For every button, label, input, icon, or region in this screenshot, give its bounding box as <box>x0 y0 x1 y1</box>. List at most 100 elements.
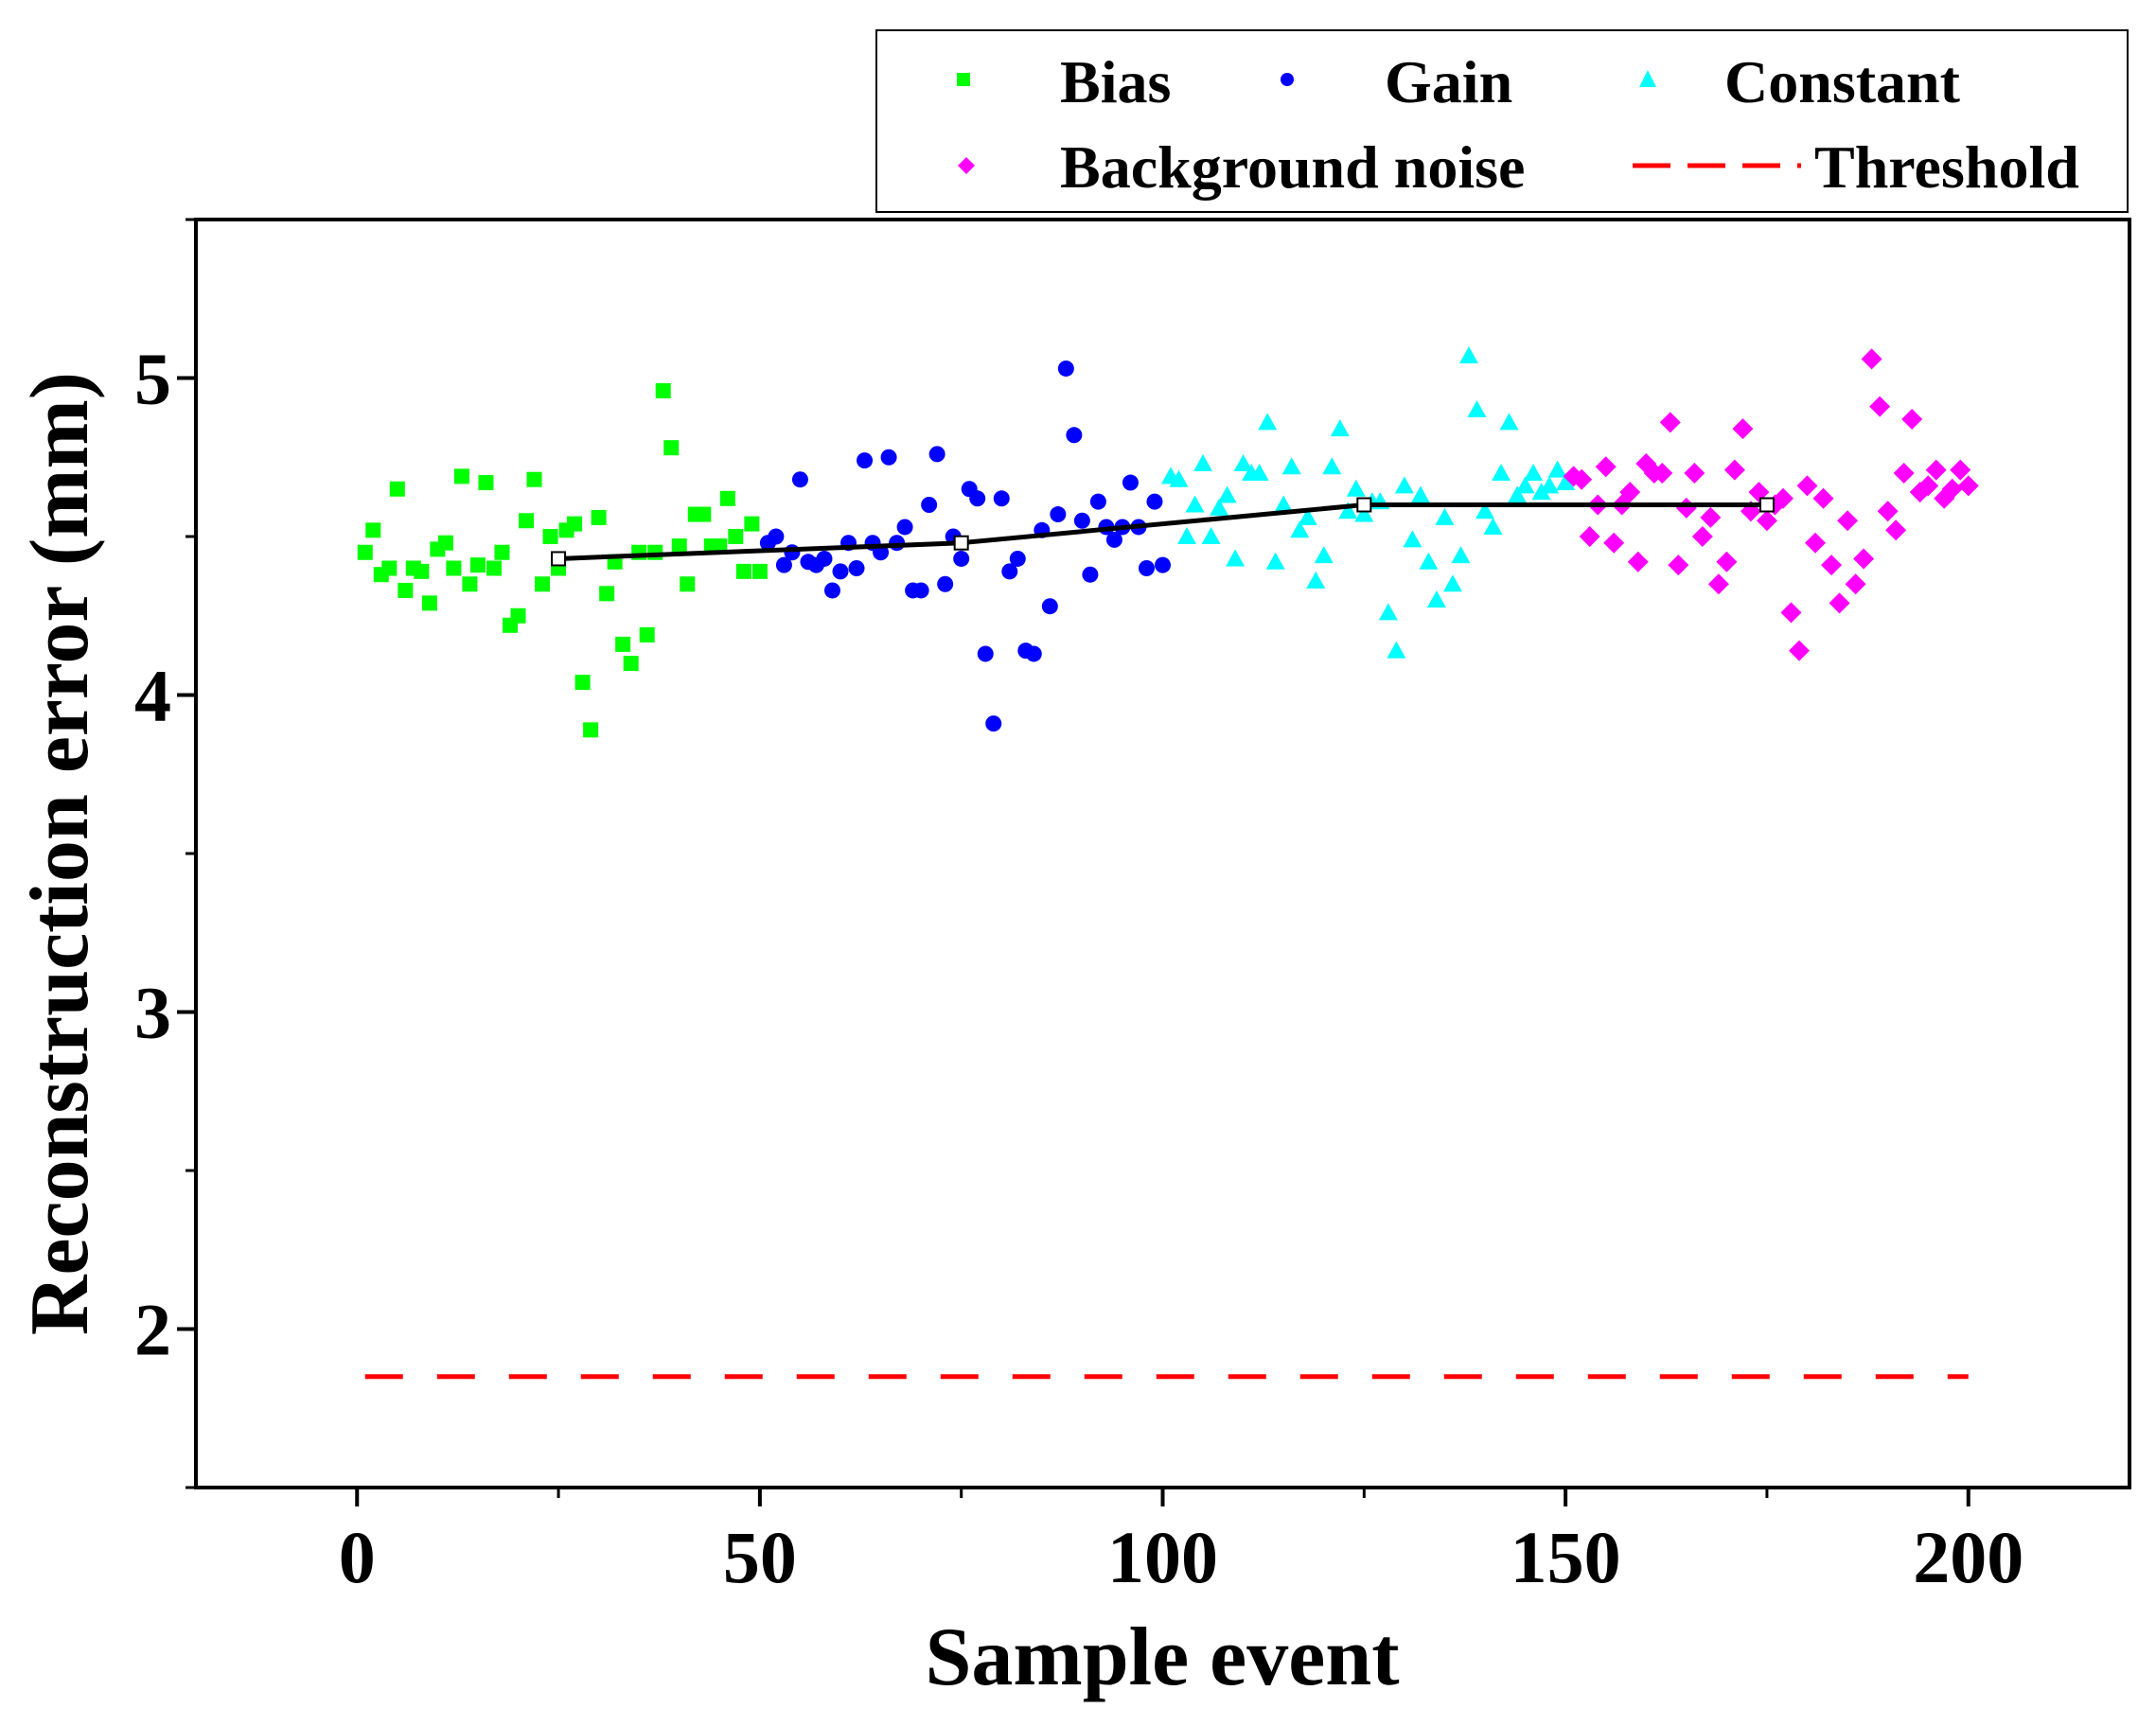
background-noise-point <box>1885 520 1907 541</box>
legend: Bias Gain Constant Background noise Thre… <box>875 29 2129 213</box>
gain-point <box>816 550 833 567</box>
x-tick-label: 150 <box>1511 1516 1621 1598</box>
gain-point <box>1001 563 1018 580</box>
constant-point <box>1378 603 1398 621</box>
bias-point <box>365 522 381 538</box>
bias-point <box>591 509 607 525</box>
gain-point <box>1066 427 1083 444</box>
background-noise-point <box>1668 555 1689 576</box>
constant-point <box>1274 495 1294 513</box>
background-noise-point <box>1788 640 1810 661</box>
constant-point <box>1346 479 1366 497</box>
constant-point <box>1354 504 1374 522</box>
mean-trend <box>551 497 1775 567</box>
bias-point <box>680 576 696 592</box>
constant-point <box>1338 502 1358 520</box>
gain-point <box>823 582 840 599</box>
bias-point <box>751 563 768 579</box>
bias-point <box>510 608 526 624</box>
background-noise-point <box>1756 510 1777 532</box>
legend-marker-background-noise <box>958 157 975 174</box>
constant-point <box>1435 507 1455 525</box>
legend-label-threshold: Threshold <box>1814 133 2079 201</box>
bias-point <box>357 544 373 560</box>
constant-point <box>1476 502 1494 520</box>
bias-point <box>655 382 671 398</box>
constant-point <box>1169 469 1189 487</box>
constant-point <box>1306 571 1326 589</box>
constant-point <box>1451 546 1471 564</box>
gain-point <box>1089 493 1106 510</box>
gain-point <box>969 490 986 507</box>
gain-point <box>1050 506 1067 523</box>
bias-point <box>398 582 414 598</box>
gain-point <box>1138 560 1155 576</box>
gain-point <box>1025 645 1042 662</box>
bias-point <box>583 722 599 738</box>
bias-point <box>671 538 687 555</box>
bias-point <box>663 440 680 456</box>
background-noise-point <box>1571 468 1593 490</box>
gain-point <box>977 645 994 662</box>
constant-point <box>1467 400 1487 417</box>
gain-point <box>1122 474 1139 491</box>
constant-point <box>1249 464 1269 481</box>
background-noise-point <box>1845 573 1866 595</box>
x-tick-label: 100 <box>1107 1516 1218 1598</box>
mean-point <box>1758 497 1775 513</box>
bias-point <box>526 471 542 487</box>
y-tick-label: 3 <box>134 972 171 1054</box>
mean-point <box>551 551 567 567</box>
bias-point <box>421 595 437 611</box>
bias-point <box>599 586 615 602</box>
constant-point <box>1483 517 1503 535</box>
constant-point <box>1233 453 1253 471</box>
axis-ticks <box>177 218 1970 1506</box>
bias-point <box>744 516 760 532</box>
constant-point <box>1547 460 1567 478</box>
mean-point <box>1356 497 1372 513</box>
legend-label-background-noise: Background noise <box>1060 133 1525 201</box>
bias-point <box>696 506 712 522</box>
bias-point <box>437 535 453 551</box>
bias-point <box>478 475 494 491</box>
background-noise-point <box>1603 532 1625 554</box>
background-noise-point <box>1684 463 1705 484</box>
constant-point <box>1226 549 1246 567</box>
gain-point <box>775 556 792 573</box>
constant-point <box>1403 530 1423 548</box>
legend-marker-bias <box>957 73 970 86</box>
gain-point <box>1009 550 1026 567</box>
constant-point <box>1458 346 1478 364</box>
constant-point <box>1177 527 1197 544</box>
background-noise-point <box>1691 526 1713 547</box>
gain-point <box>1073 512 1090 529</box>
constant-point <box>1419 552 1439 570</box>
bias-point <box>639 626 655 643</box>
gain-point <box>848 560 865 576</box>
constant-point <box>1298 507 1317 525</box>
gain-point <box>896 519 913 536</box>
bias-point <box>574 675 591 691</box>
bias-point <box>389 481 405 497</box>
constant-point <box>1322 457 1342 475</box>
constant-point <box>1442 574 1462 592</box>
background-noise-point <box>1837 510 1859 532</box>
x-axis-title: Sample event <box>925 1612 1399 1703</box>
constant-point <box>1210 498 1229 516</box>
y-tick-label: 2 <box>134 1289 171 1371</box>
background-noise-point <box>1772 487 1794 509</box>
background-noise-point <box>1619 482 1641 503</box>
y-tick-label: 5 <box>134 338 171 420</box>
constant-point <box>1556 473 1576 491</box>
constant-point <box>1387 641 1406 659</box>
background-noise-point <box>1829 592 1850 614</box>
gain-point <box>1155 556 1171 573</box>
background-noise-point <box>1812 487 1834 509</box>
background-noise-point <box>1909 482 1931 503</box>
bias-point <box>381 560 398 576</box>
background-noise-point <box>1796 475 1818 497</box>
bias-point <box>453 468 469 484</box>
gain-point <box>912 582 929 599</box>
